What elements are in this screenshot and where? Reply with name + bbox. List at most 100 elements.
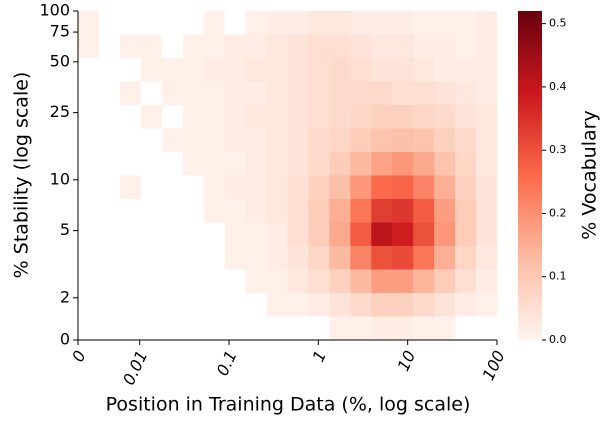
heat-cell (287, 152, 309, 176)
heat-cell (78, 316, 100, 341)
heat-cell (434, 269, 456, 294)
heat-cell (161, 128, 184, 153)
heat-cell (119, 34, 142, 59)
heat-cell (350, 199, 372, 223)
heat-cell (287, 199, 309, 223)
heat-cell (434, 222, 456, 247)
heat-cell (78, 222, 100, 247)
heat-cell (245, 293, 267, 317)
heat-cell (161, 11, 184, 35)
y-tick-label: 100 (39, 1, 70, 20)
heat-cell (350, 58, 372, 82)
heat-cell (476, 199, 498, 223)
heat-cell (371, 105, 393, 129)
heat-cell (245, 316, 267, 341)
heat-cell (224, 11, 246, 35)
heat-cell (392, 199, 414, 223)
x-tick-label: 0.01 (119, 348, 151, 388)
heat-cell (266, 81, 288, 106)
heat-cell (455, 199, 477, 223)
heat-cell (434, 175, 456, 200)
y-tick-label: 5 (60, 220, 70, 239)
heat-cell (413, 199, 435, 223)
heat-cell (266, 11, 288, 35)
x-tick-label: 0 (68, 348, 90, 365)
heat-cell (266, 175, 288, 200)
heat-cell (245, 105, 267, 129)
heat-cell (329, 34, 351, 59)
heat-cell (245, 128, 267, 153)
heat-cell (161, 105, 184, 129)
heat-cell (455, 246, 477, 270)
heat-cell (78, 105, 100, 129)
heat-cell (392, 293, 414, 317)
heat-cell (434, 152, 456, 176)
heat-cell (392, 105, 414, 129)
heat-cell (413, 34, 435, 59)
heat-cell (98, 58, 121, 82)
heat-cell (476, 269, 498, 294)
heat-cell (392, 81, 414, 106)
y-tick-label: 2 (60, 287, 70, 306)
heat-cell (245, 81, 267, 106)
heat-cell (392, 152, 414, 176)
heat-cell (78, 152, 100, 176)
heat-cell (329, 152, 351, 176)
heat-cell (308, 58, 330, 82)
y-tick-label: 25 (50, 102, 70, 121)
heat-cell (203, 34, 225, 59)
heat-cell (266, 128, 288, 153)
heat-cell (287, 58, 309, 82)
heat-cell (371, 222, 393, 247)
heat-cell (287, 293, 309, 317)
heat-cell (308, 316, 330, 341)
heat-cell (329, 222, 351, 247)
heat-cell (182, 293, 204, 317)
heat-cell (434, 199, 456, 223)
heat-cell (182, 105, 204, 129)
heat-cell (308, 222, 330, 247)
heat-cell (119, 293, 142, 317)
heat-cell (182, 81, 204, 106)
heat-cell (434, 128, 456, 153)
heat-cell (203, 81, 225, 106)
heat-cell (182, 222, 204, 247)
heat-cell (140, 58, 163, 82)
heat-cell (308, 105, 330, 129)
heat-cell (371, 128, 393, 153)
heat-cell (392, 58, 414, 82)
heat-cell (182, 316, 204, 341)
heat-cell (98, 222, 121, 247)
heat-cell (182, 34, 204, 59)
heat-cell (182, 58, 204, 82)
heat-cell (371, 316, 393, 341)
heat-cell (203, 316, 225, 341)
heat-cell (371, 269, 393, 294)
heat-cell (392, 128, 414, 153)
heat-cell (140, 34, 163, 59)
heat-cell (203, 199, 225, 223)
x-tick-label: 0.1 (213, 348, 241, 379)
heat-cell (413, 246, 435, 270)
y-tick-label: 50 (50, 51, 70, 70)
heat-cell (350, 246, 372, 270)
heat-cell (350, 11, 372, 35)
heat-cell (140, 175, 163, 200)
heat-cell (392, 316, 414, 341)
heat-cell (98, 11, 121, 35)
heat-cell (308, 293, 330, 317)
heat-cell (140, 128, 163, 153)
heat-cell (245, 199, 267, 223)
heat-cell (371, 11, 393, 35)
heat-cell (119, 175, 142, 200)
heat-cell (476, 81, 498, 106)
heat-cell (224, 316, 246, 341)
heat-cell (140, 269, 163, 294)
heat-cell (455, 152, 477, 176)
heat-cell (245, 269, 267, 294)
heat-cell (455, 34, 477, 59)
heat-cell (266, 105, 288, 129)
heat-cell (245, 152, 267, 176)
heat-cell (329, 81, 351, 106)
